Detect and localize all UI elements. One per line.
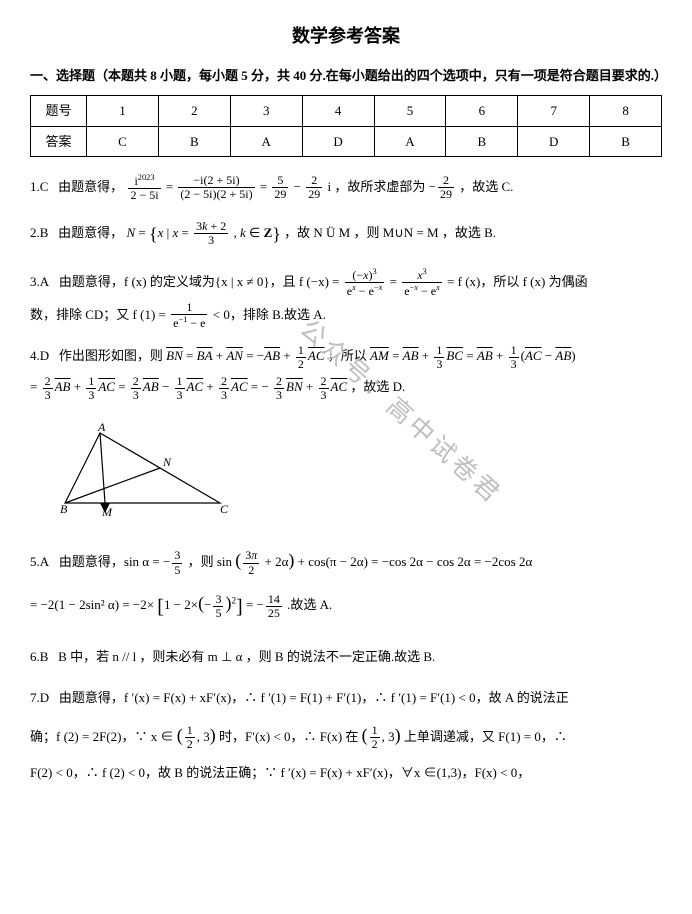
text: .故选 A. <box>287 597 332 612</box>
text: ，故选 C. <box>459 179 513 194</box>
diagram-label-b: B <box>60 502 68 516</box>
fraction: 13 <box>509 344 519 371</box>
fraction: 529 <box>272 174 288 201</box>
fraction: 1425 <box>266 593 282 620</box>
cell: 8 <box>590 96 662 126</box>
diagram-label-c: C <box>220 502 229 516</box>
fraction: 23 <box>131 375 141 402</box>
text: B 中，若 n // l ，则未必有 m ⊥ α ，则 B 的说法不一定正确.故… <box>58 649 435 664</box>
triangle-diagram: A B C M N <box>60 423 230 518</box>
table-row: 答案 C B A D A B D B <box>31 126 662 156</box>
item-5: 5.A 由题意得，sin α = −35 ，则 sin (3π2 + 2α) +… <box>30 539 662 631</box>
item-7: 7.D 由题意得，f ′(x) = F(x) + xF′(x)，∴ f ′(1)… <box>30 682 662 788</box>
fraction: 229 <box>438 174 454 201</box>
text: 由题意得，sin α = <box>59 554 163 569</box>
fraction: 3k + 23 <box>194 220 228 247</box>
text: ，故 N Ü M ，则 M∪N = M ，故选 B. <box>284 225 496 240</box>
text: ，故选 D. <box>350 379 405 394</box>
page-title: 数学参考答案 <box>30 20 662 52</box>
text: 上单调递减，又 F(1) = 0，∴ <box>404 729 567 744</box>
item-number: 2.B <box>30 225 48 240</box>
fraction: 23 <box>43 375 53 402</box>
fraction: 13 <box>86 375 96 402</box>
text: F(2) < 0，∴ f (2) < 0，故 B 的说法正确；∵ f ′(x) … <box>30 765 530 780</box>
row-label: 题号 <box>31 96 87 126</box>
fraction: 12 <box>296 344 306 371</box>
cell: 3 <box>230 96 302 126</box>
fraction: 35 <box>213 593 223 620</box>
cell: 2 <box>158 96 230 126</box>
cell: B <box>446 126 518 156</box>
text: 由题意得，f ′(x) = F(x) + xF′(x)，∴ f ′(1) = F… <box>59 690 569 705</box>
diagram-label-a: A <box>97 423 106 434</box>
cell: D <box>518 126 590 156</box>
item-1: 1.C 由题意得， i20232 − 5i = −i(2 + 5i)(2 − 5… <box>30 171 662 203</box>
cell: 4 <box>302 96 374 126</box>
item-number: 1.C <box>30 179 48 194</box>
fraction: 12 <box>370 724 380 751</box>
text: 时，F′(x) < 0，∴ F(x) 在 <box>219 729 358 744</box>
item-number: 6.B <box>30 649 48 664</box>
text: ，则 sin <box>188 554 232 569</box>
cell: 6 <box>446 96 518 126</box>
text: 由题意得， <box>58 225 123 240</box>
fraction: 23 <box>219 375 229 402</box>
table-row: 题号 1 2 3 4 5 6 7 8 <box>31 96 662 126</box>
item-number: 5.A <box>30 554 49 569</box>
cell: 5 <box>374 96 446 126</box>
fraction: 12 <box>185 724 195 751</box>
item-4: 4.D 作出图形如图，则 BN = BA + AN = −AB + 12AC ，… <box>30 340 662 402</box>
cell: B <box>158 126 230 156</box>
text: 确；f (2) = 2F(2)，∵ x ∈ <box>30 729 173 744</box>
item-number: 7.D <box>30 690 49 705</box>
fraction: i20232 − 5i <box>128 173 160 202</box>
row-label: 答案 <box>31 126 87 156</box>
item-6: 6.B B 中，若 n // l ，则未必有 m ⊥ α ，则 B 的说法不一定… <box>30 641 662 672</box>
text: = −2(1 − 2sin² α) = −2× <box>30 597 154 612</box>
text: ，所以 <box>328 348 370 363</box>
text: ，故所求虚部为 <box>334 179 425 194</box>
text: 由题意得，f (x) 的定义域为{x | x ≠ 0}，且 f (−x) = <box>59 274 343 289</box>
fraction: 23 <box>319 375 329 402</box>
cell: A <box>230 126 302 156</box>
fraction: 3π2 <box>243 549 259 576</box>
cell: A <box>374 126 446 156</box>
text: 作出图形如图，则 <box>59 348 166 363</box>
fraction: (−x)3ex − e−x <box>345 267 385 298</box>
fraction: 13 <box>175 375 185 402</box>
fraction: 229 <box>306 174 322 201</box>
answer-table: 题号 1 2 3 4 5 6 7 8 答案 C B A D A B D B <box>30 95 662 157</box>
diagram-label-m: M <box>101 505 113 518</box>
text: 数，排除 CD；又 f (1) = <box>30 307 169 322</box>
cell: D <box>302 126 374 156</box>
fraction: −i(2 + 5i)(2 − 5i)(2 + 5i) <box>178 174 254 201</box>
fraction: 23 <box>274 375 284 402</box>
fraction: 1e−1 − e <box>171 301 207 330</box>
text: < 0，排除 B.故选 A. <box>213 307 326 322</box>
fraction: 13 <box>434 344 444 371</box>
cell: 1 <box>87 96 159 126</box>
item-3: 3.A 由题意得，f (x) 的定义域为{x | x ≠ 0}，且 f (−x)… <box>30 266 662 330</box>
item-2: 2.B 由题意得， N = {x | x = 3k + 23 , k ∈ Z} … <box>30 213 662 256</box>
cell: 7 <box>518 96 590 126</box>
fraction: 35 <box>172 549 182 576</box>
cell: C <box>87 126 159 156</box>
text: = f (x)，所以 f (x) 为偶函 <box>447 274 588 289</box>
fraction: x3e−x − ex <box>402 267 442 298</box>
cell: B <box>590 126 662 156</box>
section-header: 一、选择题（本题共 8 小题，每小题 5 分，共 40 分.在每小题给出的四个选… <box>30 66 662 87</box>
text: 由题意得， <box>58 179 123 194</box>
item-number: 3.A <box>30 274 49 289</box>
diagram-label-n: N <box>162 455 172 469</box>
item-number: 4.D <box>30 348 49 363</box>
text: + cos(π − 2α) = −cos 2α − cos 2α = −2cos… <box>298 554 533 569</box>
